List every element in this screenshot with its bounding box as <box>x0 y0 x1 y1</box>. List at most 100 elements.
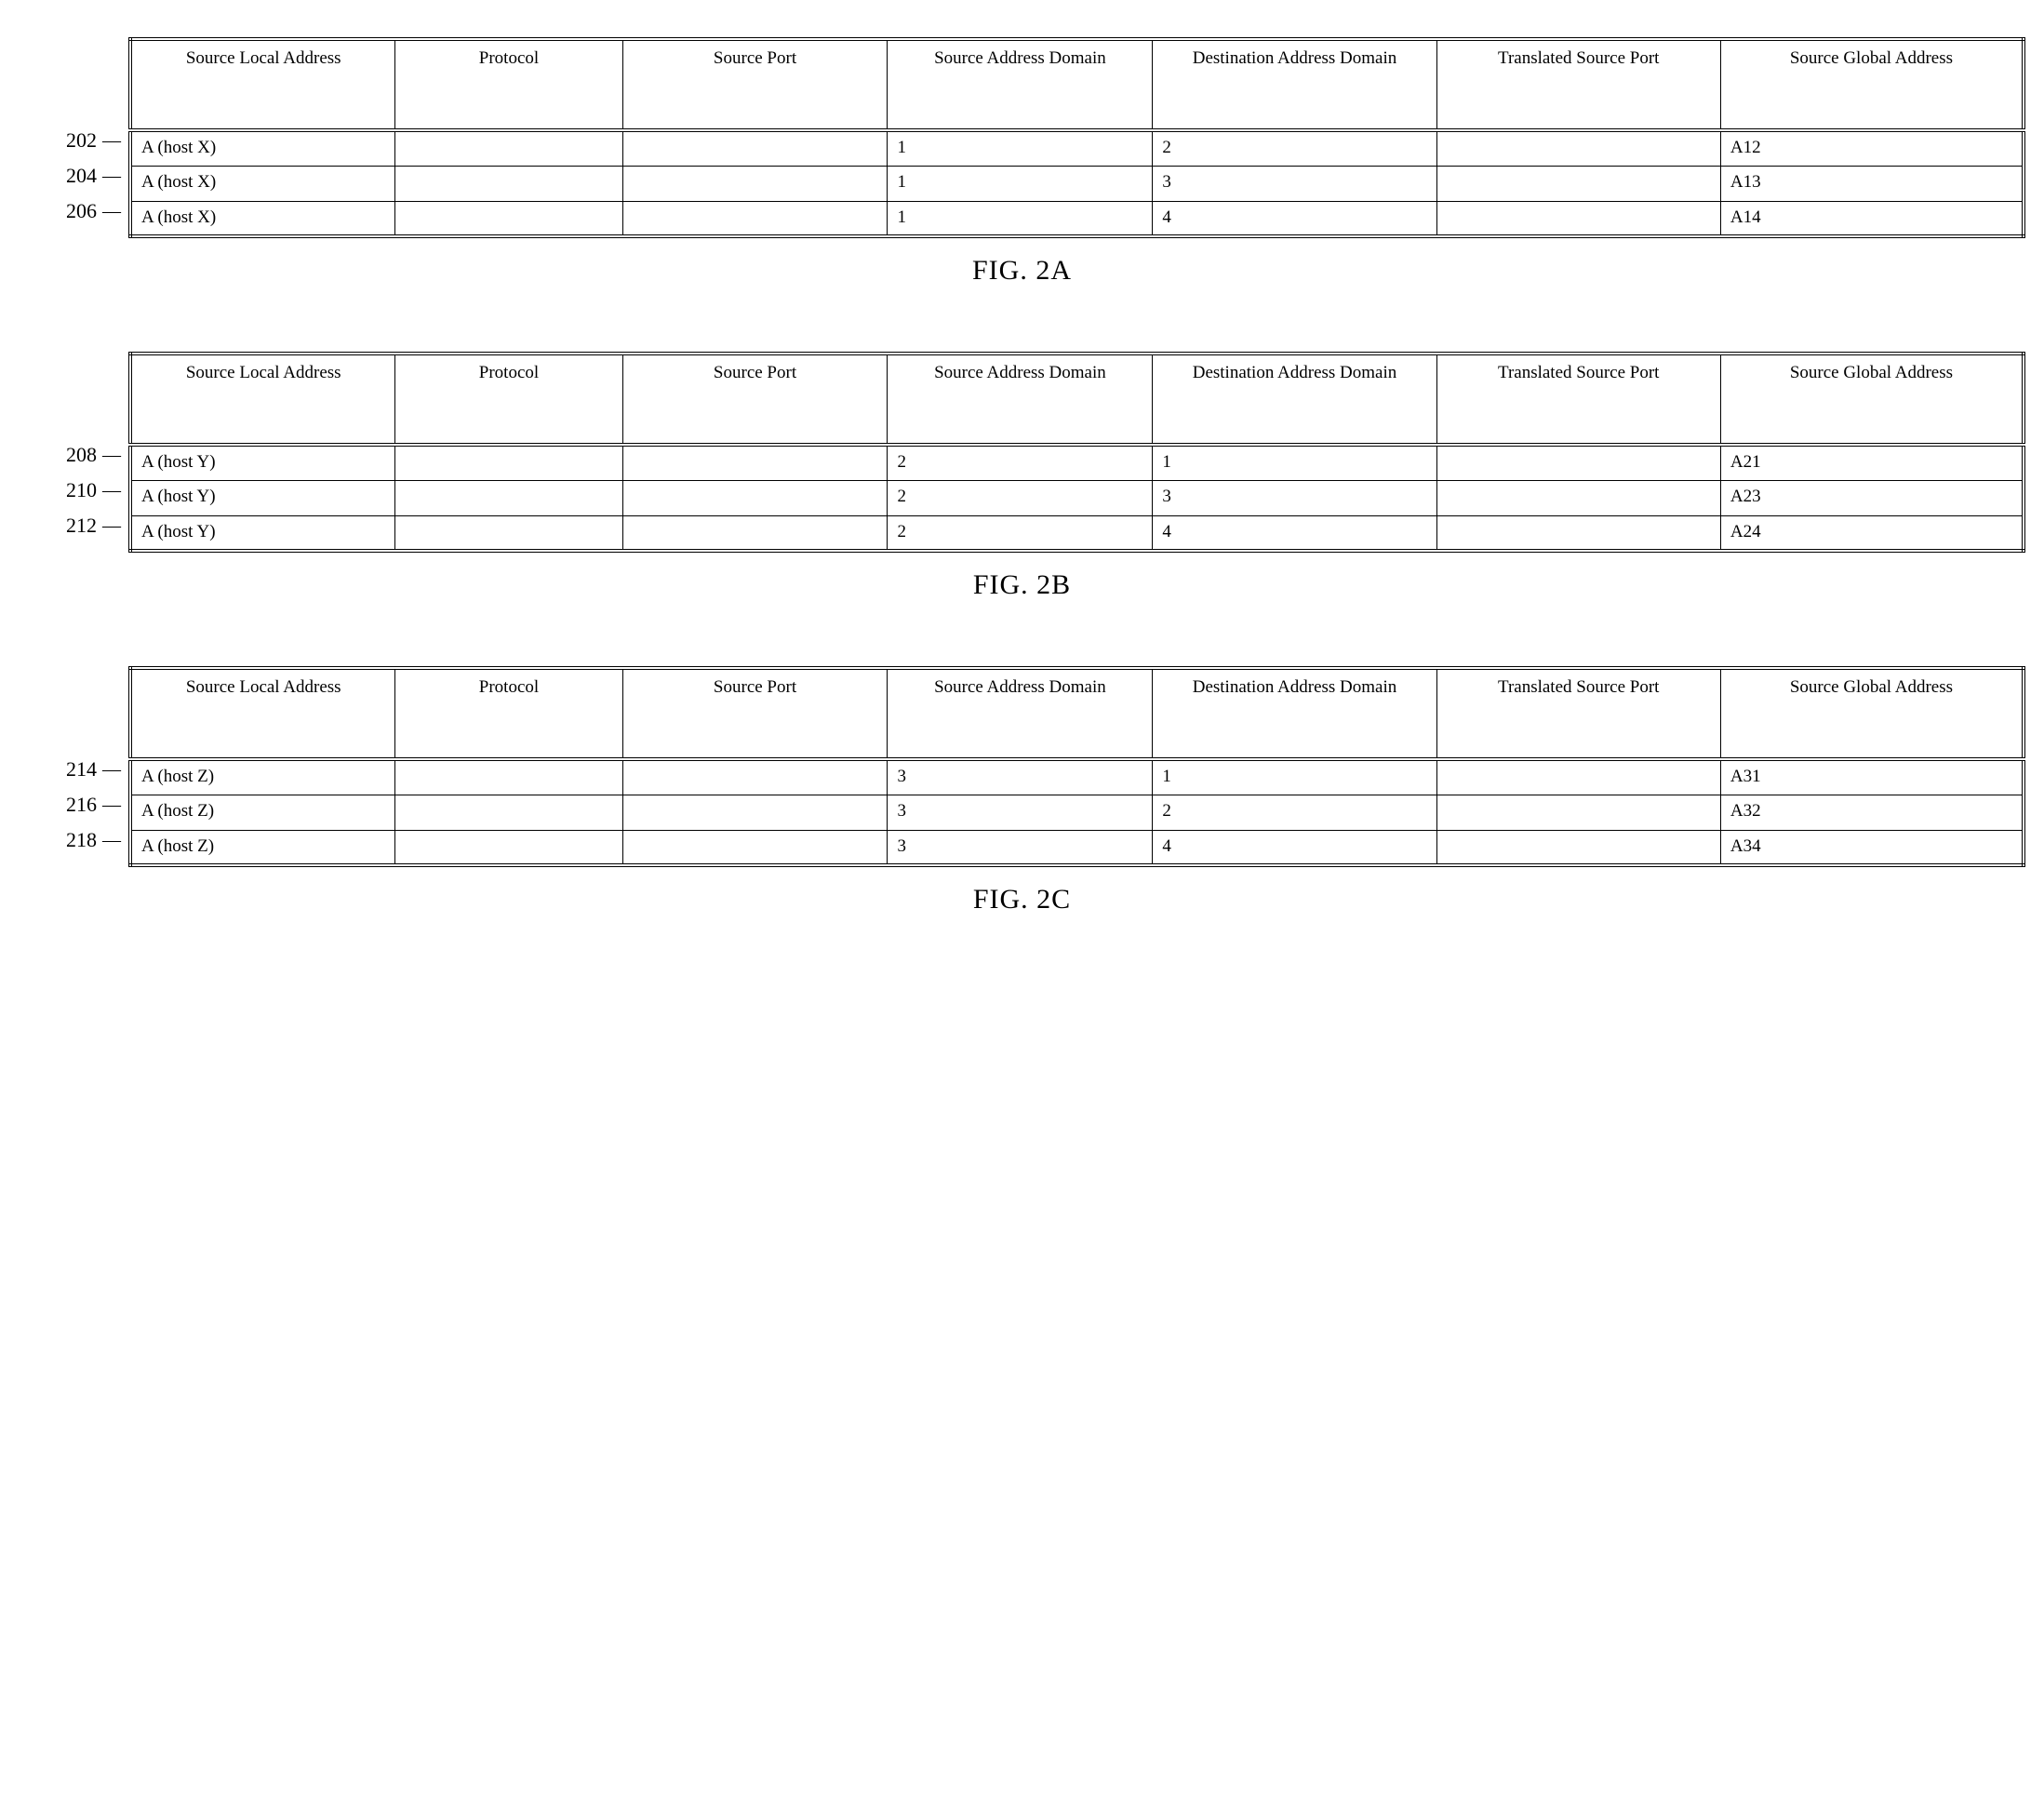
table-cell: A32 <box>1720 795 2024 830</box>
nat-table: Source Local AddressProtocolSource PortS… <box>128 666 2025 867</box>
table-cell: 4 <box>1153 830 1436 865</box>
column-header: Source Address Domain <box>888 668 1153 759</box>
table-cell: A (host Z) <box>130 759 395 795</box>
table-row: A (host Y) 23 A23 <box>130 480 2024 515</box>
row-reference-number: 208 <box>66 443 97 467</box>
figure-block: 202—204—206—Source Local AddressProtocol… <box>19 37 2025 287</box>
column-header: Source Global Address <box>1720 668 2024 759</box>
table-row: A (host X)13A13 <box>130 166 2024 201</box>
leader-mark-icon: — <box>102 795 121 816</box>
column-header: Destination Address Domain <box>1153 668 1436 759</box>
leader-mark-icon: — <box>102 166 121 187</box>
table-cell: 4 <box>1153 515 1436 551</box>
nat-table: Source Local AddressProtocolSource PortS… <box>128 352 2025 553</box>
table-cell: 1 <box>1153 759 1436 795</box>
figure-row: 208—210—212—Source Local AddressProtocol… <box>19 352 2025 553</box>
column-header: Source Port <box>622 668 888 759</box>
table-cell <box>1436 166 1720 201</box>
row-reference-number: 216 <box>66 793 97 817</box>
table-cell: A (host X) <box>130 201 395 236</box>
row-reference-label: 204— <box>19 158 121 194</box>
table-cell <box>395 166 622 201</box>
leader-mark-icon: — <box>102 830 121 851</box>
table-row: A (host Y)24A24 <box>130 515 2024 551</box>
table-cell <box>622 166 888 201</box>
header-spacer <box>19 37 121 123</box>
figure-row: 214—216—218—Source Local AddressProtocol… <box>19 666 2025 867</box>
column-header: Protocol <box>395 668 622 759</box>
table-cell: A (host Y) <box>130 480 395 515</box>
figure-block: 208—210—212—Source Local AddressProtocol… <box>19 352 2025 601</box>
table-cell: A (host Z) <box>130 795 395 830</box>
column-header: Source Local Address <box>130 354 395 445</box>
table-cell <box>622 445 888 480</box>
table-cell: 1 <box>888 130 1153 166</box>
table-cell <box>395 830 622 865</box>
row-reference-label: 216— <box>19 787 121 822</box>
table-cell <box>1436 795 1720 830</box>
row-reference-label: 202— <box>19 123 121 158</box>
table-cell: A21 <box>1720 445 2024 480</box>
table-cell <box>395 795 622 830</box>
table-cell <box>395 130 622 166</box>
row-reference-number: 214 <box>66 757 97 782</box>
table-row: A (host X)12A12 <box>130 130 2024 166</box>
column-header: Source Global Address <box>1720 354 2024 445</box>
table-cell: A34 <box>1720 830 2024 865</box>
table-row: A (host Z)32A32 <box>130 795 2024 830</box>
table-row: A (host Z)34A34 <box>130 830 2024 865</box>
leader-mark-icon: — <box>102 201 121 222</box>
table-cell: 4 <box>1153 201 1436 236</box>
row-reference-number: 204 <box>66 164 97 188</box>
table-cell <box>395 515 622 551</box>
table-row: A (host Z)31A31 <box>130 759 2024 795</box>
figure-caption: FIG. 2A <box>19 255 2025 287</box>
figure-caption: FIG. 2B <box>19 569 2025 601</box>
table-row: A (host Y)21A21 <box>130 445 2024 480</box>
column-header: Source Address Domain <box>888 39 1153 130</box>
table-cell: 2 <box>888 480 1153 515</box>
row-labels-column: 214—216—218— <box>19 666 128 867</box>
table-cell: A (host Z) <box>130 830 395 865</box>
column-header: Destination Address Domain <box>1153 39 1436 130</box>
table-cell: 3 <box>888 795 1153 830</box>
figure-block: 214—216—218—Source Local AddressProtocol… <box>19 666 2025 915</box>
table-wrap: Source Local AddressProtocolSource PortS… <box>128 37 2025 238</box>
table-cell: A31 <box>1720 759 2024 795</box>
table-cell: 2 <box>1153 130 1436 166</box>
table-cell <box>622 830 888 865</box>
row-reference-number: 212 <box>66 514 97 538</box>
column-header: Source Global Address <box>1720 39 2024 130</box>
table-cell: A13 <box>1720 166 2024 201</box>
table-cell <box>622 480 888 515</box>
table-cell: A14 <box>1720 201 2024 236</box>
nat-table: Source Local AddressProtocolSource PortS… <box>128 37 2025 238</box>
header-spacer <box>19 666 121 752</box>
table-cell <box>622 130 888 166</box>
table-wrap: Source Local AddressProtocolSource PortS… <box>128 352 2025 553</box>
table-cell: 2 <box>888 445 1153 480</box>
table-cell <box>1436 515 1720 551</box>
column-header: Source Address Domain <box>888 354 1153 445</box>
column-header: Protocol <box>395 354 622 445</box>
column-header: Protocol <box>395 39 622 130</box>
column-header: Source Port <box>622 39 888 130</box>
row-reference-label: 218— <box>19 822 121 858</box>
table-cell <box>395 480 622 515</box>
table-wrap: Source Local AddressProtocolSource PortS… <box>128 666 2025 867</box>
table-cell <box>622 515 888 551</box>
table-cell <box>1436 830 1720 865</box>
leader-mark-icon: — <box>102 515 121 537</box>
table-cell <box>1436 480 1720 515</box>
table-cell <box>1436 759 1720 795</box>
table-cell <box>395 445 622 480</box>
leader-mark-icon: — <box>102 480 121 501</box>
table-cell: A23 <box>1720 480 2024 515</box>
row-reference-number: 202 <box>66 128 97 153</box>
table-cell: A12 <box>1720 130 2024 166</box>
table-cell: 3 <box>1153 480 1436 515</box>
column-header: Source Local Address <box>130 39 395 130</box>
table-cell <box>622 201 888 236</box>
table-row: A (host X) 14 A14 <box>130 201 2024 236</box>
table-cell: 1 <box>888 201 1153 236</box>
